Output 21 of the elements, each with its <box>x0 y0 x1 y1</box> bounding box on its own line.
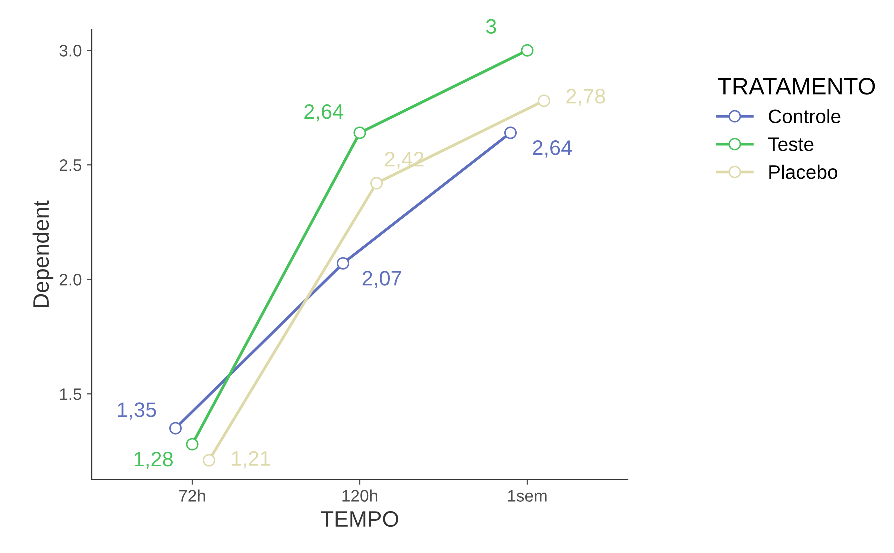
data-label: 1,21 <box>232 451 270 469</box>
data-label: 1,35 <box>118 402 156 420</box>
data-label: 3 <box>486 19 496 34</box>
legend-label: Placebo <box>770 164 838 180</box>
x-axis-title: TEMPO <box>320 511 398 528</box>
x-tick-label: 1sem <box>508 490 547 502</box>
data-label: 2,64 <box>304 104 344 122</box>
y-tick-label: 1.5 <box>60 388 82 400</box>
legend-label: Controle <box>769 109 841 124</box>
data-label: 2,07 <box>362 271 402 288</box>
y-tick-label: 2.5 <box>60 160 82 172</box>
y-tick-label: 2.0 <box>60 274 82 286</box>
data-label: 2,64 <box>533 140 572 158</box>
data-label: 1,28 <box>134 452 173 470</box>
legend-label: Teste <box>768 138 814 152</box>
data-label: 2,78 <box>566 89 606 106</box>
x-tick-label: 120h <box>342 490 378 502</box>
x-tick-label: 72h <box>179 490 206 502</box>
legend-title: TRATAMENTO <box>718 78 876 95</box>
y-axis-title: Dependent <box>32 200 54 308</box>
y-tick-label: 3.0 <box>60 45 82 57</box>
